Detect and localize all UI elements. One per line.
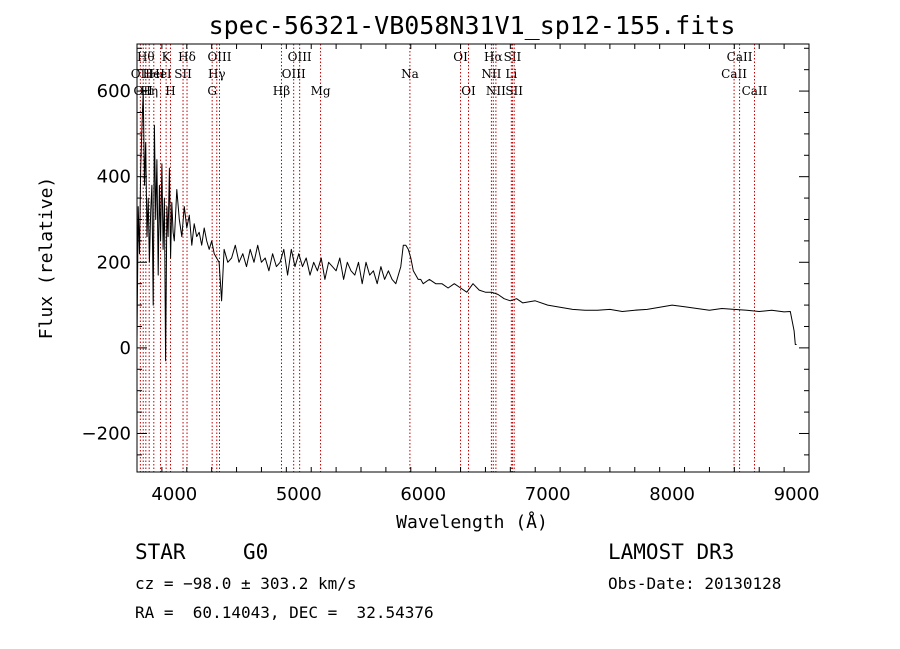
x-tick-label: 5000 xyxy=(276,484,322,505)
line-label-24: SII xyxy=(504,50,522,64)
y-tick-label: 0 xyxy=(120,338,131,359)
line-label-2: Hθ xyxy=(137,50,155,64)
y-tick-label: 600 xyxy=(97,81,131,102)
x-tick-label: 9000 xyxy=(774,484,820,505)
line-label-25: SII xyxy=(505,84,523,98)
line-label-4: HeI xyxy=(143,67,166,81)
line-label-10: G xyxy=(207,84,217,98)
y-tick-label: 200 xyxy=(97,252,131,273)
y-tick-label: 400 xyxy=(97,167,131,188)
line-label-16: Mg xyxy=(311,84,331,98)
line-label-28: CaII xyxy=(742,84,768,98)
line-label-18: OI xyxy=(453,50,468,64)
line-label-12: OIII xyxy=(207,50,231,64)
chart-title: spec-56321-VB058N31V1_sp12-155.fits xyxy=(209,11,736,40)
object-subclass: G0 xyxy=(243,540,269,564)
x-tick-label: 4000 xyxy=(151,484,197,505)
line-label-19: OI xyxy=(461,84,476,98)
observation-date: Obs-Date: 20130128 xyxy=(608,574,782,593)
object-class: STAR xyxy=(135,540,186,564)
x-tick-label: 6000 xyxy=(400,484,446,505)
axis-ticks: 4000 5000 6000 7000 8000 9000 −200 0 200 400 600 xyxy=(82,44,820,505)
redshift-velocity: cz = −98.0 ± 303.2 km/s xyxy=(135,574,357,593)
emission-line-markers: OIIOIIHθHηHeIHeIKHSIIHδGHγOIIIHβOIIIOIII… xyxy=(131,44,768,472)
line-label-6: K xyxy=(162,50,172,64)
line-label-15: OIII xyxy=(288,50,312,64)
y-tick-label: −200 xyxy=(82,423,131,444)
plot-frame xyxy=(136,43,810,473)
spectrum-series xyxy=(136,90,797,362)
line-label-17: Na xyxy=(401,67,419,81)
line-label-14: OIII xyxy=(282,67,306,81)
spectrum-chart: spec-56321-VB058N31V1_sp12-155.fits OII O… xyxy=(36,11,820,533)
line-label-23: Li xyxy=(505,67,517,81)
survey-name: LAMOST DR3 xyxy=(608,540,735,564)
series-line-0 xyxy=(136,90,797,362)
line-label-5: HeI xyxy=(149,67,172,81)
line-label-11: Hγ xyxy=(208,67,226,81)
line-label-22: NII xyxy=(486,84,506,98)
line-label-9: Hδ xyxy=(178,50,196,64)
line-label-13: Hβ xyxy=(273,84,290,98)
x-tick-label: 7000 xyxy=(525,484,571,505)
line-label-26: CaII xyxy=(721,67,747,81)
line-label-7: H xyxy=(165,84,175,98)
line-label-20: NII xyxy=(481,67,501,81)
line-label-0: OII xyxy=(131,67,151,81)
line-label-8: SII xyxy=(174,67,192,81)
line-label-21: Hα xyxy=(484,50,503,64)
x-tick-label: 8000 xyxy=(649,484,695,505)
line-label-27: CaII xyxy=(727,50,753,64)
x-axis-label: Wavelength (Å) xyxy=(396,511,548,533)
ra-dec-coordinates: RA = 60.14043, DEC = 32.54376 xyxy=(135,603,434,622)
y-axis-label: Flux (relative) xyxy=(36,177,57,340)
